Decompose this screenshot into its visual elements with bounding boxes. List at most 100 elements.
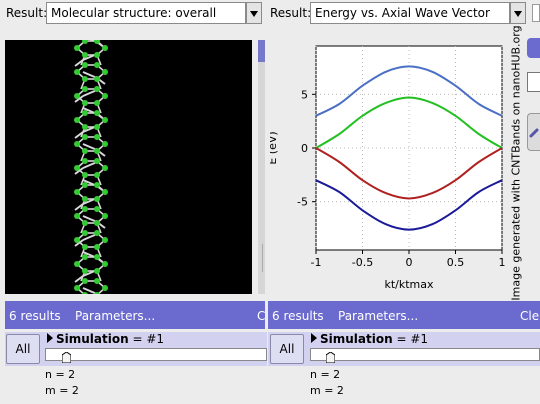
result-label-right: Result: (270, 6, 312, 20)
atom (94, 230, 100, 236)
atom (102, 117, 108, 123)
result-select-left[interactable]: Molecular structure: overall (46, 2, 246, 24)
atom (74, 93, 80, 99)
atom (94, 52, 100, 58)
parameters-link[interactable]: Parameters... (338, 309, 419, 323)
atom (94, 268, 100, 274)
results-count: 6 results (9, 309, 61, 323)
atom (102, 45, 108, 51)
x-tick-label: 1 (499, 256, 506, 269)
viewer-scrollbar[interactable] (258, 40, 265, 294)
atom (102, 189, 108, 195)
results-bar-left: 6 results Parameters... C (5, 301, 265, 329)
y-axis-label: E (eV) (270, 131, 279, 164)
atom (94, 110, 100, 116)
atom (82, 172, 88, 178)
param-m: m = 2 (45, 384, 79, 397)
bond (82, 233, 98, 241)
bond (74, 95, 84, 103)
scroll-thumb[interactable] (258, 40, 265, 62)
atom (102, 165, 108, 171)
atom (94, 86, 100, 92)
all-button[interactable]: All (6, 334, 40, 364)
view-option-button[interactable] (527, 72, 540, 92)
chevron-down-icon[interactable] (246, 2, 262, 24)
atom (82, 86, 88, 92)
atom (102, 213, 108, 219)
atom (94, 158, 100, 164)
atom (74, 69, 80, 75)
simulation-selector[interactable]: Simulation = #1 (47, 332, 164, 346)
atom (82, 100, 88, 106)
slider-handle[interactable] (326, 352, 335, 363)
expand-triangle-icon[interactable] (47, 333, 53, 343)
bond (74, 131, 84, 139)
atom (82, 158, 88, 164)
bond (74, 167, 84, 175)
expand-triangle-icon[interactable] (311, 333, 317, 343)
atom (74, 213, 80, 219)
atom (82, 134, 88, 140)
simulation-selector[interactable]: Simulation = #1 (311, 332, 428, 346)
atom (94, 124, 100, 130)
bond (74, 239, 84, 247)
atom (94, 220, 100, 226)
side-edge-icon (532, 4, 540, 22)
atom (74, 141, 80, 147)
atom (82, 40, 88, 44)
band-line-2 (315, 96, 503, 149)
bond (74, 275, 84, 283)
atom (82, 196, 88, 202)
download-button[interactable] (527, 38, 540, 58)
all-button[interactable]: All (270, 334, 304, 364)
atom (82, 206, 88, 212)
x-tick-label: 0 (406, 256, 413, 269)
chevron-down-icon[interactable] (510, 2, 526, 24)
x-axis-label: kt/ktmax (384, 278, 434, 291)
clear-link[interactable]: C (257, 309, 266, 323)
param-n: n = 2 (45, 368, 76, 381)
atom (82, 182, 88, 188)
watermark: Image generated with CNTBands on nanoHUB… (508, 25, 524, 300)
parameters-link[interactable]: Parameters... (75, 309, 156, 323)
atom (74, 237, 80, 243)
atom (74, 117, 80, 123)
atom (94, 148, 100, 154)
atom (94, 100, 100, 106)
energy-chart: 5 0 -5 -1 -0.5 0 0.5 1 E (eV) kt/ktmax (266, 45, 506, 291)
atom (94, 134, 100, 140)
result-select-right[interactable]: Energy vs. Axial Wave Vector (310, 2, 510, 24)
x-tick-label: -0.5 (352, 256, 373, 269)
atom (82, 76, 88, 82)
bond (82, 89, 98, 97)
bond (82, 71, 98, 79)
x-tick-label: -1 (311, 256, 322, 269)
atom (82, 110, 88, 116)
atom (94, 206, 100, 212)
atom (82, 148, 88, 154)
y-tick-label: 0 (301, 142, 308, 155)
simulation-slider[interactable] (45, 348, 267, 361)
link-icon[interactable] (527, 113, 540, 151)
clear-link[interactable]: Cle (520, 309, 540, 323)
atom (102, 237, 108, 243)
x-tick-label: 0.5 (447, 256, 465, 269)
atom (82, 124, 88, 130)
result-label-left: Result: (6, 6, 48, 20)
atom (82, 220, 88, 226)
param-n: n = 2 (310, 368, 341, 381)
atom (82, 244, 88, 250)
atom (94, 182, 100, 188)
atom (102, 93, 108, 99)
simulation-slider[interactable] (310, 348, 540, 361)
molecule-viewer[interactable] (5, 40, 252, 294)
atom (94, 62, 100, 68)
atom (102, 141, 108, 147)
atom (94, 244, 100, 250)
energy-plot[interactable]: 5 0 -5 -1 -0.5 0 0.5 1 E (eV) kt/ktmax (266, 40, 506, 294)
atom (94, 40, 100, 44)
slider-handle[interactable] (62, 352, 71, 363)
atom (82, 52, 88, 58)
atom (102, 285, 108, 291)
atom (82, 292, 88, 294)
